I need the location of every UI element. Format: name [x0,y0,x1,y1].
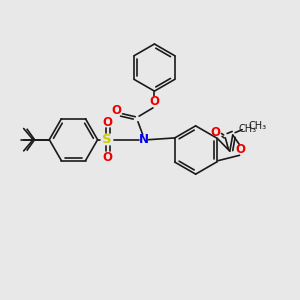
Text: O: O [102,151,112,164]
Text: O: O [111,104,121,117]
Text: S: S [103,133,112,146]
Text: CH₃: CH₃ [249,121,267,131]
Text: O: O [102,116,112,128]
Text: O: O [210,125,220,139]
Text: O: O [236,143,246,157]
Text: CH₃: CH₃ [238,124,257,134]
Text: O: O [149,95,159,108]
Text: N: N [139,133,149,146]
